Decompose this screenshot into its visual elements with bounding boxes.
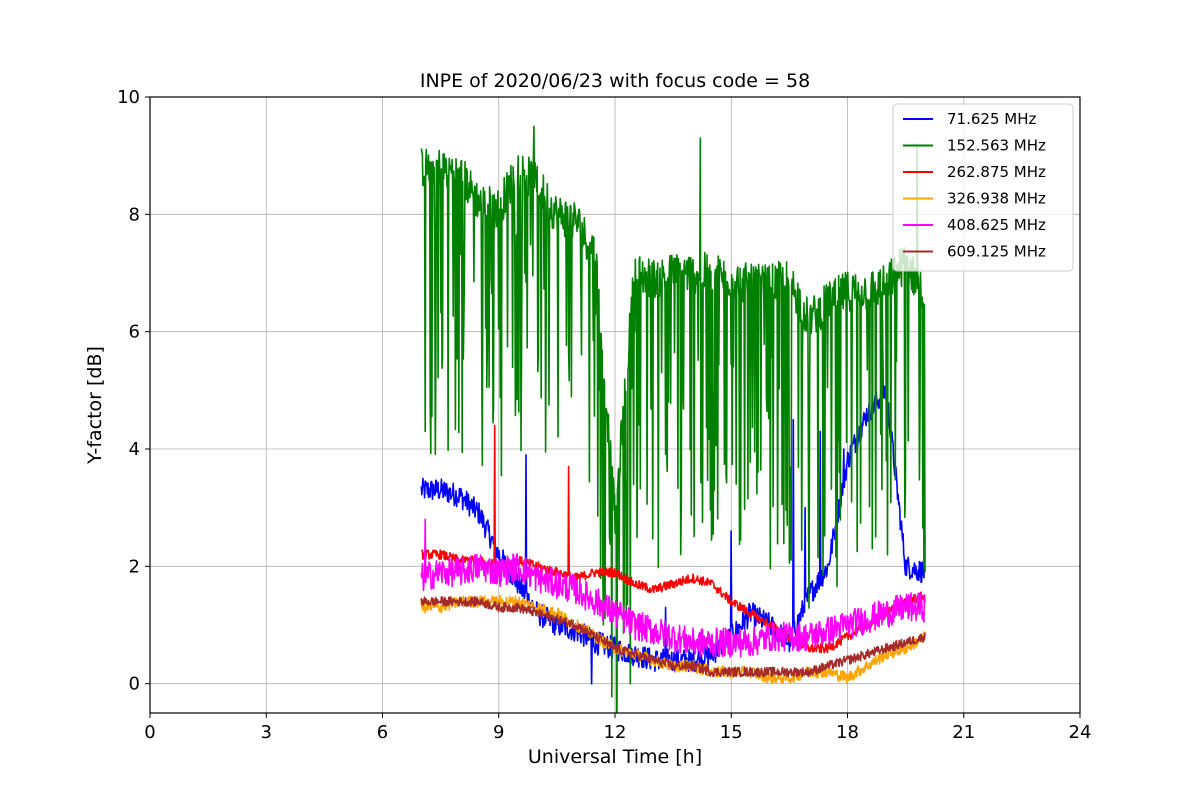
series-group [420, 125, 926, 713]
legend: 71.625 MHz 152.563 MHz 262.875 MHz 326.938 … [892, 103, 1074, 272]
x-tick-label: 21 [952, 722, 975, 743]
series-line [420, 125, 926, 713]
x-axis-ticks: 0 3 6 9 12 15 18 21 24 [144, 713, 1091, 743]
legend-label: 408.625 MHz [947, 216, 1046, 234]
x-tick-label: 9 [493, 722, 504, 743]
x-tick-label: 3 [261, 722, 272, 743]
x-tick-label: 6 [377, 722, 388, 743]
legend-label: 326.938 MHz [947, 190, 1046, 208]
legend-label: 262.875 MHz [947, 163, 1046, 181]
y-tick-label: 8 [129, 204, 140, 225]
chart-title: INPE of 2020/06/23 with focus code = 58 [420, 70, 810, 92]
legend-label: 71.625 MHz [947, 110, 1036, 128]
y-tick-label: 6 [129, 322, 140, 343]
x-tick-label: 15 [720, 722, 743, 743]
y-tick-label: 0 [129, 674, 140, 695]
series-line [420, 596, 926, 678]
legend-label: 609.125 MHz [947, 243, 1046, 261]
y-tick-label: 2 [129, 556, 140, 577]
x-axis-label: Universal Time [h] [528, 746, 702, 768]
x-tick-label: 18 [836, 722, 859, 743]
y-axis-label: Y-factor [dB] [84, 346, 106, 465]
x-tick-label: 0 [144, 722, 155, 743]
y-axis-ticks: 0 2 4 6 8 10 [117, 87, 150, 695]
y-tick-label: 4 [129, 439, 140, 460]
x-tick-label: 12 [604, 722, 627, 743]
legend-label: 152.563 MHz [947, 137, 1046, 155]
legend-box [892, 103, 1074, 272]
series-line [420, 518, 926, 658]
x-tick-label: 24 [1069, 722, 1092, 743]
y-tick-label: 10 [117, 87, 140, 108]
